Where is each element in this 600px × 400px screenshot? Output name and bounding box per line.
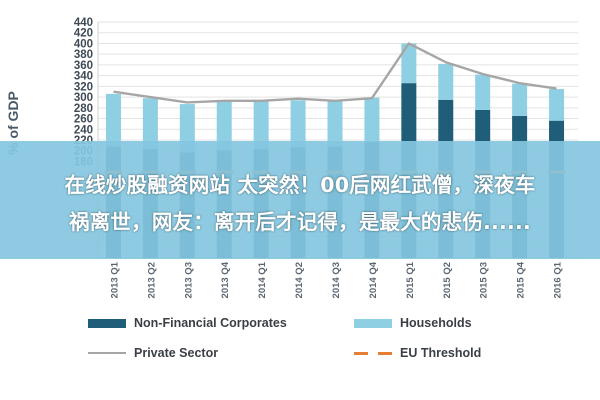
y-tick-label: 280 xyxy=(74,103,93,115)
y-tick-label: 420 xyxy=(74,28,93,40)
bar-households xyxy=(142,98,158,150)
bar-households xyxy=(216,101,232,151)
x-tick-label: 2013 Q3 xyxy=(183,262,194,298)
bar-households xyxy=(401,43,417,84)
legend-item-eu-threshold: EU Threshold xyxy=(354,346,481,360)
bar-households xyxy=(549,89,565,121)
y-tick-label: 400 xyxy=(74,38,93,50)
legend-item-non-financial-corporates: Non-Financial Corporates xyxy=(88,316,287,330)
legend-item-private-sector: Private Sector xyxy=(88,346,218,360)
x-tick-label: 2016 Q1 xyxy=(553,261,564,298)
x-tick-label: 2014 Q2 xyxy=(294,262,305,298)
x-tick-label: 2015 Q4 xyxy=(516,261,527,298)
bar-households xyxy=(253,101,269,150)
x-tick-label: 2014 Q4 xyxy=(368,261,379,298)
y-tick-label: 320 xyxy=(74,81,93,93)
legend-label: Households xyxy=(400,316,472,330)
headline-line-1[interactable]: 在线炒股融资网站 太突然！00后网红武僧，深夜车 xyxy=(64,173,536,197)
y-tick-label: 440 xyxy=(74,17,93,29)
bar-households xyxy=(475,74,491,110)
headline-banner[interactable] xyxy=(0,141,600,259)
x-tick-label: 2014 Q3 xyxy=(331,262,342,298)
x-tick-label: 2015 Q1 xyxy=(405,261,416,298)
private-sector-line xyxy=(113,42,557,104)
x-tick-label: 2013 Q4 xyxy=(220,261,231,298)
bar-households xyxy=(364,97,380,143)
x-tick-label: 2013 Q2 xyxy=(146,262,157,298)
y-tick-label: 340 xyxy=(74,71,93,83)
legend-swatch xyxy=(354,351,392,355)
bar-households xyxy=(179,104,195,153)
line-layer xyxy=(113,42,557,104)
y-tick-label: 240 xyxy=(74,124,93,136)
y-tick-label: 260 xyxy=(74,114,93,126)
y-tick-label: 360 xyxy=(74,60,93,72)
legend-label: EU Threshold xyxy=(400,346,482,360)
headline-line-2[interactable]: 祸离世，网友：离开后才记得，是最大的悲伤...... xyxy=(69,210,531,234)
x-tick-label: 2015 Q2 xyxy=(442,262,453,298)
legend-item-households: Households xyxy=(354,316,472,330)
legend-label: Private Sector xyxy=(134,346,219,360)
x-axis: 2013 Q1 2013 Q2 2013 Q3 2013 Q4 2014 Q1 2014 … xyxy=(109,261,563,298)
bar-households xyxy=(512,83,528,116)
x-tick-label: 2013 Q1 xyxy=(109,261,120,298)
bar-households xyxy=(438,63,454,100)
bar-households xyxy=(290,100,306,148)
chart-legend: Non-Financial Corporates Households Priv… xyxy=(0,300,600,380)
legend-label: Non-Financial Corporates xyxy=(134,316,287,330)
legend-swatch xyxy=(88,352,126,354)
x-tick-label: 2014 Q1 xyxy=(257,261,268,298)
bar-households xyxy=(327,101,343,147)
legend-swatch xyxy=(88,318,126,328)
y-tick-label: 380 xyxy=(74,49,93,61)
y-tick-label: 300 xyxy=(74,92,93,104)
legend-swatch xyxy=(354,318,392,328)
bar-households xyxy=(105,93,121,147)
x-tick-label: 2015 Q3 xyxy=(479,262,490,298)
